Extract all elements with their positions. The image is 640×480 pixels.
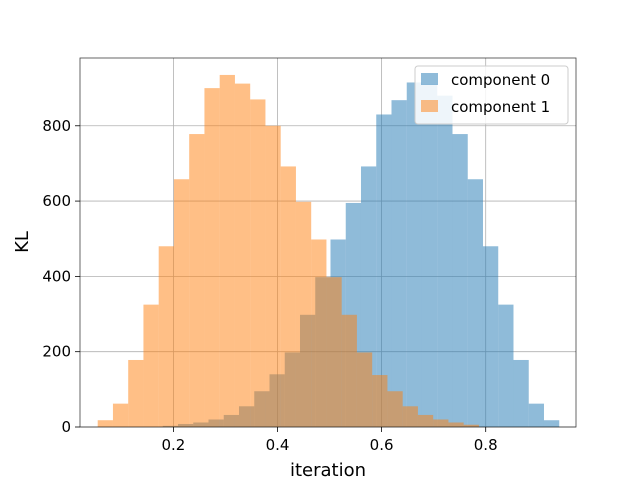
legend-swatch-component-1	[421, 100, 438, 112]
histogram-bar	[421, 84, 438, 427]
x-tick-label: 0.2	[161, 436, 185, 454]
series-component-1	[97, 74, 479, 428]
histogram-bar	[387, 391, 403, 427]
legend-label-component-0: component 0	[451, 71, 550, 89]
histogram-bar	[391, 100, 407, 428]
y-axis-ticks: 0 200 400 600 800	[42, 117, 80, 436]
y-tick-label: 0	[61, 418, 71, 436]
histogram-bar	[158, 246, 174, 427]
legend-label-component-1: component 1	[451, 98, 550, 116]
histogram-bar	[356, 352, 373, 427]
histogram-bar	[204, 88, 220, 428]
y-tick-label: 400	[42, 267, 71, 285]
histogram-bar	[234, 83, 251, 428]
plot-area-frame	[79, 57, 577, 428]
histogram-bar	[402, 406, 418, 427]
legend: component 0 component 1	[414, 65, 569, 125]
histogram-bar	[543, 420, 560, 427]
histogram-bar	[406, 82, 422, 427]
legend-swatch-component-0	[421, 73, 438, 85]
histogram-bar	[452, 134, 468, 427]
histogram-bar	[372, 375, 388, 427]
histogram-bars	[97, 74, 560, 428]
histogram-bar	[311, 239, 327, 427]
y-axis-label: KL	[12, 231, 33, 253]
histogram-bar	[433, 419, 449, 427]
histogram-bar	[448, 422, 464, 427]
histogram-bar	[280, 166, 296, 428]
histogram-bar	[219, 74, 235, 427]
histogram-bar	[528, 403, 544, 427]
histogram-bar	[173, 179, 190, 427]
histogram-bar	[250, 99, 266, 427]
histogram-bar	[482, 246, 499, 427]
y-tick-label: 200	[42, 343, 71, 361]
histogram-bar	[467, 179, 483, 427]
histogram-bar	[341, 314, 357, 427]
x-axis-ticks: 0.2 0.4 0.6 0.8	[161, 427, 498, 454]
histogram-bar	[97, 420, 113, 427]
histogram-bar	[128, 359, 144, 427]
legend-frame	[414, 65, 569, 125]
histogram-bar	[112, 403, 129, 427]
histogram-bar	[189, 134, 205, 427]
histogram-bar	[376, 114, 392, 428]
histogram-bar	[265, 125, 281, 427]
y-tick-label: 600	[42, 192, 71, 210]
histogram-bar	[513, 359, 529, 427]
histogram-bar	[463, 424, 479, 427]
histogram-bar	[143, 304, 159, 427]
y-tick-label: 800	[42, 117, 71, 135]
x-tick-label: 0.4	[266, 436, 290, 454]
histogram-bar	[326, 277, 342, 427]
histogram-bar	[417, 414, 434, 427]
x-tick-label: 0.6	[370, 436, 394, 454]
x-tick-label: 0.8	[474, 436, 498, 454]
histogram-bar	[437, 95, 453, 427]
histogram-bar	[295, 201, 312, 427]
x-axis-label: iteration	[290, 460, 366, 480]
histogram-bar	[498, 304, 514, 427]
